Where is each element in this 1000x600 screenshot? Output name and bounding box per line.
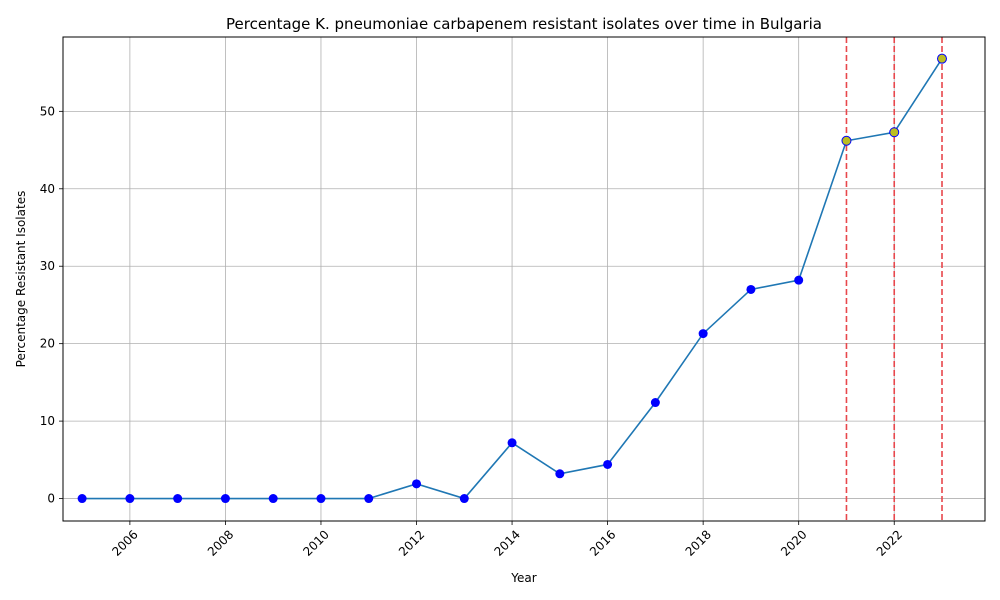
- data-point: [412, 479, 422, 489]
- highlighted-data-point: [937, 53, 948, 64]
- data-point: [77, 494, 87, 504]
- data-point: [364, 494, 374, 504]
- data-point: [555, 469, 565, 479]
- y-tick-label: 40: [40, 182, 55, 196]
- y-tick-label: 0: [47, 492, 55, 506]
- y-tick-label: 30: [40, 259, 55, 273]
- highlighted-data-point: [889, 127, 900, 138]
- y-tick-label: 20: [40, 337, 55, 351]
- data-point: [125, 494, 135, 504]
- x-axis-label: Year: [510, 571, 536, 585]
- y-axis-label: Percentage Resistant Isolates: [14, 191, 28, 368]
- data-point: [603, 459, 613, 469]
- data-point: [173, 494, 183, 504]
- highlighted-data-point: [841, 135, 852, 146]
- chart-title: Percentage K. pneumoniae carbapenem resi…: [226, 15, 822, 33]
- data-point: [316, 494, 326, 504]
- data-point: [220, 494, 230, 504]
- series-group: [77, 53, 948, 504]
- plot-frame: [62, 36, 986, 522]
- y-axis: 0 10 20 30 40 50: [40, 104, 63, 506]
- y-tick-label: 10: [40, 414, 55, 428]
- grid-lines: [63, 37, 985, 521]
- data-point: [698, 329, 708, 339]
- data-point: [459, 494, 469, 504]
- data-point: [268, 494, 278, 504]
- data-point: [746, 284, 756, 294]
- data-point: [507, 438, 517, 448]
- data-point: [650, 398, 660, 408]
- y-tick-label: 50: [40, 104, 55, 118]
- data-point: [794, 275, 804, 285]
